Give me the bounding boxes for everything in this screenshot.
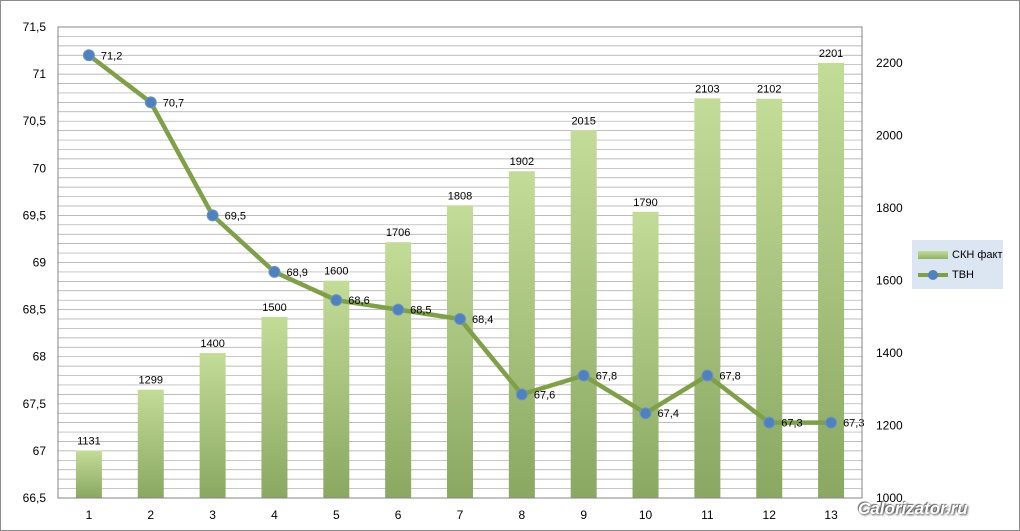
y-left-tick-label: 69,5 (23, 208, 47, 222)
bar-value-label: 1131 (77, 436, 101, 448)
bar-value-label: 2102 (757, 84, 781, 96)
line-value-label: 71,2 (101, 50, 122, 62)
x-tick-label: 9 (580, 508, 587, 522)
bar-layer (75, 62, 845, 499)
line-marker (392, 303, 405, 316)
legend-swatch-line (918, 270, 948, 280)
legend: СКН факт ТВН (912, 240, 1003, 289)
bar-value-label: 2015 (571, 115, 595, 127)
line-value-label: 67,8 (596, 371, 617, 383)
line-marker (454, 313, 466, 326)
x-tick-label: 11 (701, 508, 714, 522)
x-tick-label: 7 (457, 508, 464, 522)
y-right-tick-label: 1600 (876, 274, 903, 288)
bar-value-label: 1500 (262, 302, 286, 314)
bar-value-label: 1808 (448, 190, 472, 202)
line-marker (825, 416, 838, 429)
line-value-label: 67,3 (843, 418, 864, 430)
y-right-tick-label: 2000 (876, 129, 903, 143)
line-value-label: 67,6 (534, 389, 555, 401)
y-left-tick-label: 69 (33, 256, 47, 270)
y-left-tick-label: 66,5 (23, 491, 47, 505)
bar (199, 353, 226, 498)
bar (323, 280, 350, 498)
label-layer: 1131 1299 1400 1500 1600 1706 1808 1902 2015 1790… (77, 48, 864, 448)
watermark: Calorizator.ru (858, 499, 968, 518)
line-value-label: 68,9 (286, 267, 307, 279)
x-tick-label: 1 (86, 508, 93, 522)
bar (694, 98, 721, 498)
y-left-tick-label: 67 (33, 444, 47, 458)
x-tick-label: 12 (763, 508, 777, 522)
bar (261, 316, 288, 498)
y-left-tick-label: 71 (33, 67, 47, 81)
line-marker (639, 407, 652, 420)
y-left-tick-label: 70,5 (23, 114, 47, 128)
bar (385, 242, 412, 498)
line-marker (330, 294, 343, 307)
bar-value-label: 1600 (324, 266, 348, 278)
bar (137, 389, 164, 498)
y-left-tick-label: 71,5 (23, 20, 47, 34)
x-tick-label: 8 (519, 508, 526, 522)
x-tick-label: 6 (395, 508, 402, 522)
bar (447, 205, 473, 499)
line-marker (515, 388, 528, 401)
line-marker (82, 49, 95, 62)
y-left-tick-label: 68,5 (23, 303, 47, 317)
bar-value-label: 1902 (510, 156, 534, 168)
y-right-tick-label: 1000 (876, 491, 903, 505)
bar-value-label: 2201 (819, 48, 843, 60)
x-tick-label: 5 (333, 508, 340, 522)
bar (756, 98, 783, 498)
line-value-label: 67,8 (719, 371, 740, 383)
x-tick-label: 10 (639, 508, 653, 522)
y-right-tick-label: 1400 (876, 346, 903, 360)
line-value-label: 68,5 (410, 305, 431, 317)
plot-border (57, 26, 863, 499)
y-left-tick-label: 70 (33, 161, 47, 175)
line-value-label: 67,3 (781, 418, 802, 430)
bar (75, 450, 102, 498)
bar-value-label: 1706 (386, 227, 410, 239)
legend-swatch-bar (918, 251, 948, 259)
bar (570, 130, 597, 498)
line-value-label: 68,6 (348, 295, 369, 307)
line-marker (763, 416, 776, 429)
bar (818, 62, 845, 498)
line-value-label: 70,7 (163, 97, 184, 109)
legend-label-skn: СКН факт (952, 249, 1003, 261)
axis-layer: 66,56767,56868,56969,57070,57171,5100012… (23, 20, 903, 522)
x-tick-label: 3 (209, 508, 216, 522)
legend-label-tvn: ТВН (952, 269, 974, 281)
line-value-label: 69,5 (225, 210, 246, 222)
line-marker (206, 209, 219, 222)
y-right-tick-label: 2200 (876, 56, 903, 70)
bar (508, 171, 535, 498)
line-marker (144, 96, 157, 109)
bar-value-label: 1299 (139, 375, 163, 387)
bar-value-label: 1400 (200, 338, 224, 350)
bar-value-label: 1790 (633, 197, 657, 209)
line-marker (577, 369, 590, 382)
y-left-tick-label: 68 (33, 350, 47, 364)
line-value-label: 67,4 (658, 408, 679, 420)
legend-item-tvn: ТВН (912, 265, 1003, 285)
bar (632, 211, 659, 498)
line-marker (268, 265, 281, 278)
y-right-tick-label: 1200 (876, 419, 903, 433)
x-tick-label: 4 (271, 508, 278, 522)
line-marker (701, 369, 714, 382)
y-left-tick-label: 67,5 (23, 397, 47, 411)
x-tick-label: 2 (147, 508, 154, 522)
line-layer (82, 49, 838, 429)
y-right-tick-label: 1800 (876, 201, 903, 215)
x-tick-label: 13 (824, 508, 838, 522)
legend-item-skn: СКН факт (912, 245, 1003, 265)
line-value-label: 68,4 (472, 314, 493, 326)
bar-value-label: 2103 (695, 83, 719, 95)
